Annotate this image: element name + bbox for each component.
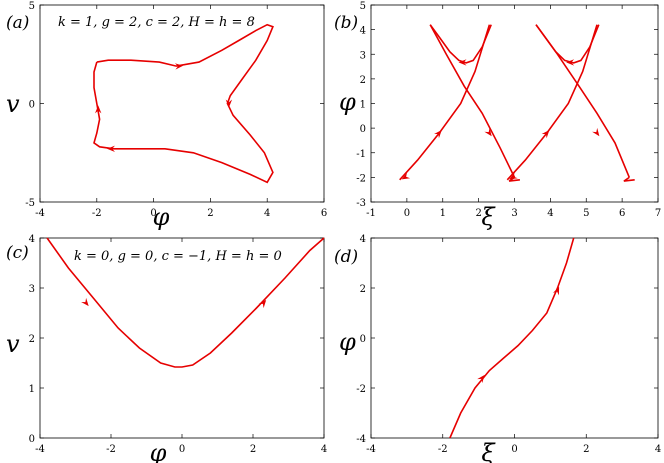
trajectory-curve	[429, 24, 516, 178]
x-tick-label: 6	[619, 208, 625, 219]
direction-arrow	[434, 130, 442, 139]
y-tick-label: 2	[360, 284, 366, 295]
y-tick-label: 5	[29, 1, 35, 12]
x-tick-label: 5	[583, 208, 589, 219]
direction-arrow	[95, 105, 102, 114]
y-axis-label: φ	[339, 88, 356, 116]
y-tick-label: -3	[356, 198, 366, 209]
x-axis-label: φ	[153, 203, 170, 231]
x-tick-label: 4	[547, 208, 553, 219]
trajectory-curve	[93, 23, 274, 184]
x-tick-label: -4	[35, 208, 45, 219]
x-tick-label: -4	[366, 444, 376, 455]
x-tick-label: 7	[655, 208, 661, 219]
panel-1: -4 -2 0 2 4 6 -5 0 5(a) k = 1, g = 2, c = 2, H = …	[6, 1, 327, 231]
y-tick-label: -2	[356, 384, 366, 395]
direction-arrow	[81, 297, 89, 307]
y-tick-label: 1	[360, 100, 366, 111]
x-tick-label: -2	[92, 208, 102, 219]
plot-frame	[39, 4, 325, 203]
y-tick-label: 3	[29, 284, 35, 295]
panel-label: (a)	[6, 13, 29, 33]
x-tick-label: 6	[321, 208, 327, 219]
y-tick-label: 5	[360, 1, 366, 12]
y-tick-label: 0	[360, 124, 366, 135]
panel-label: (c)	[6, 243, 29, 263]
trajectory-curve	[623, 176, 635, 182]
plot-frame	[39, 237, 325, 439]
parameter-annotation: k = 0, g = 0, c = −1, H = h = 0	[74, 249, 282, 264]
y-tick-label: 0	[360, 334, 366, 345]
trajectory-curve	[429, 24, 492, 64]
y-axis-label: v	[6, 90, 20, 118]
y-tick-label: 3	[360, 50, 366, 61]
y-axis-label: v	[6, 330, 20, 358]
direction-arrow	[509, 172, 518, 180]
x-tick-label: 2	[475, 208, 481, 219]
y-tick-label: -2	[356, 173, 366, 184]
x-tick-label: -4	[35, 444, 45, 455]
x-tick-label: 1	[440, 208, 446, 219]
panel-label: (d)	[334, 247, 358, 267]
x-tick-label: 2	[583, 444, 589, 455]
panel-label: (b)	[334, 13, 358, 33]
direction-arrow	[477, 374, 485, 384]
x-tick-label: -2	[106, 444, 116, 455]
y-tick-label: 2	[29, 334, 35, 345]
direction-arrow	[553, 286, 560, 296]
y-tick-label: 2	[360, 75, 366, 86]
direction-arrow	[541, 130, 550, 139]
x-tick-label: 0	[511, 444, 517, 455]
direction-arrow	[225, 99, 233, 108]
x-axis-label: ξ	[481, 439, 496, 463]
y-tick-label: -5	[25, 198, 35, 209]
x-tick-label: 0	[179, 444, 185, 455]
y-tick-label: 0	[29, 100, 35, 111]
y-tick-label: 4	[360, 26, 366, 37]
x-tick-label: 4	[655, 444, 661, 455]
y-tick-label: 1	[29, 384, 35, 395]
trajectory-curve	[506, 24, 598, 181]
x-tick-label: 3	[511, 208, 517, 219]
x-tick-label: 4	[321, 444, 327, 455]
y-tick-label: -4	[356, 434, 366, 445]
direction-arrow	[566, 59, 575, 66]
plot-frame	[370, 237, 659, 439]
x-tick-label: 2	[207, 208, 213, 219]
direction-arrow	[484, 127, 492, 137]
trajectory-curve	[535, 24, 631, 178]
trajectory-curve	[535, 24, 600, 64]
x-tick-label: 0	[404, 208, 410, 219]
x-tick-label: 4	[264, 208, 270, 219]
y-tick-label: -1	[356, 149, 366, 160]
x-tick-label: -1	[366, 208, 376, 219]
direction-arrow	[174, 63, 184, 70]
direction-arrow	[107, 145, 115, 152]
x-axis-label: φ	[150, 439, 167, 463]
y-tick-label: 4	[360, 234, 366, 245]
parameter-annotation: k = 1, g = 2, c = 2, H = h = 8	[58, 15, 255, 30]
x-tick-label: -2	[438, 444, 448, 455]
direction-arrow	[401, 172, 411, 180]
y-axis-label: φ	[339, 328, 356, 356]
direction-arrow	[258, 299, 267, 309]
trajectory-curve	[46, 237, 325, 368]
direction-arrow	[458, 59, 467, 66]
x-axis-label: ξ	[481, 203, 496, 231]
y-tick-label: 0	[29, 434, 35, 445]
y-tick-label: 4	[29, 234, 35, 245]
trajectory-curve	[399, 24, 491, 181]
x-tick-label: 2	[250, 444, 256, 455]
trajectory-curve	[449, 237, 575, 439]
x-tick-label: 0	[150, 208, 156, 219]
direction-arrow	[592, 127, 600, 137]
